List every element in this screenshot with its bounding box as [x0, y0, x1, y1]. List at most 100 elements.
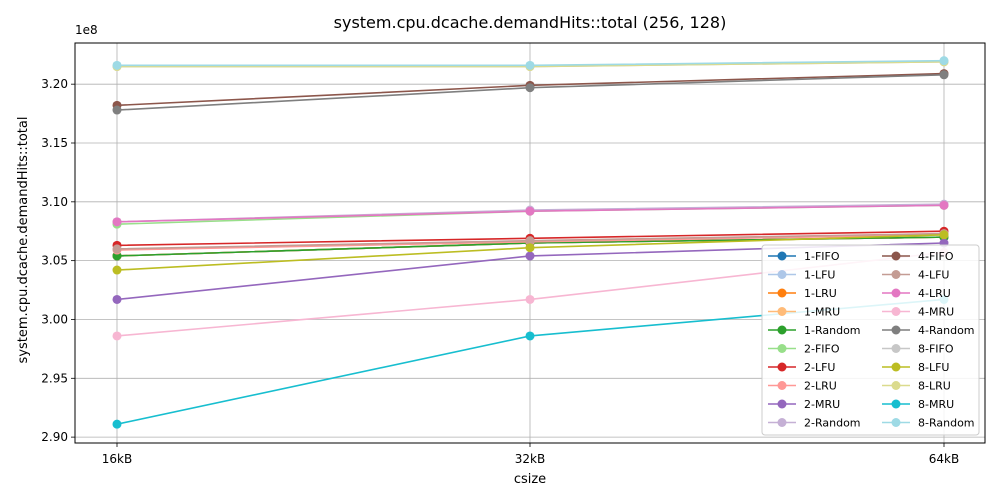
- legend-marker: [891, 270, 901, 279]
- legend-item: 1-Random: [768, 324, 861, 337]
- legend-label: 1-MRU: [804, 306, 840, 319]
- data-point: [525, 83, 535, 93]
- data-point: [112, 265, 122, 275]
- legend-label: 1-LRU: [804, 287, 837, 300]
- legend-box: [761, 244, 980, 436]
- data-point: [525, 294, 535, 304]
- y-axis-label: system.cpu.dcache.demandHits::total: [16, 117, 31, 364]
- data-point: [525, 236, 535, 246]
- legend-item: 2-FIFO: [768, 343, 840, 356]
- data-point: [112, 244, 122, 254]
- legend-item: 2-MRU: [768, 398, 840, 411]
- x-axis-label: csize: [514, 472, 546, 487]
- data-point: [112, 60, 122, 70]
- legend-label: 2-FIFO: [804, 343, 840, 356]
- legend-item: 1-MRU: [768, 306, 840, 319]
- data-point: [112, 331, 122, 341]
- legend-marker: [777, 362, 787, 372]
- x-tick-label: 64kB: [929, 452, 959, 466]
- data-point: [112, 217, 122, 227]
- data-point: [939, 200, 949, 210]
- legend-marker: [891, 325, 901, 335]
- legend-label: 4-LRU: [918, 287, 951, 300]
- legend-marker: [891, 418, 901, 427]
- legend-marker: [777, 288, 787, 298]
- chart-title: system.cpu.dcache.demandHits::total (256…: [334, 13, 727, 32]
- legend-item: 2-Random: [768, 417, 861, 430]
- legend-marker: [891, 288, 901, 298]
- data-point: [112, 294, 122, 304]
- legend-marker: [777, 381, 787, 390]
- legend-marker: [777, 270, 787, 279]
- legend-marker: [777, 307, 787, 316]
- legend-item: 1-FIFO: [768, 250, 840, 263]
- legend-item: 2-LRU: [768, 380, 837, 393]
- data-point: [939, 70, 949, 80]
- legend: 1-FIFO 1-LFU 1-LRU 1-MRU 1-Random 2-FIFO 2-LFU…: [761, 244, 980, 436]
- series-4-random: [112, 70, 949, 115]
- data-point: [525, 206, 535, 216]
- series-8-lfu: [112, 230, 949, 275]
- legend-marker: [777, 251, 787, 261]
- legend-item: 4-FIFO: [882, 250, 954, 263]
- data-point: [525, 60, 535, 70]
- data-point: [939, 230, 949, 240]
- legend-item: 4-LFU: [882, 269, 949, 282]
- legend-marker: [777, 344, 787, 353]
- y-tick-label: 3.20: [41, 77, 68, 91]
- x-tick-label: 16kB: [102, 452, 132, 466]
- data-point: [525, 251, 535, 261]
- legend-marker: [777, 418, 787, 427]
- legend-item: 8-FIFO: [882, 343, 954, 356]
- data-point: [939, 56, 949, 66]
- data-point: [525, 331, 535, 341]
- legend-marker: [891, 362, 901, 372]
- legend-label: 2-MRU: [804, 398, 840, 411]
- legend-label: 2-LFU: [804, 361, 835, 374]
- legend-item: 4-LRU: [882, 287, 951, 300]
- grid: [75, 43, 985, 443]
- legend-label: 1-FIFO: [804, 250, 840, 263]
- legend-label: 8-Random: [918, 417, 975, 430]
- legend-item: 1-LRU: [768, 287, 837, 300]
- legend-marker: [891, 399, 901, 409]
- legend-label: 4-MRU: [918, 306, 954, 319]
- series-8-random: [112, 56, 949, 70]
- legend-item: 8-MRU: [882, 398, 954, 411]
- y-axis-scale-label: 1e8: [75, 23, 98, 37]
- legend-marker: [777, 325, 787, 335]
- legend-label: 8-LFU: [918, 361, 949, 374]
- y-tick-label: 3.05: [41, 254, 68, 268]
- legend-item: 1-LFU: [768, 269, 835, 282]
- y-tick-label: 3.15: [41, 136, 68, 150]
- data-point: [112, 105, 122, 115]
- legend-label: 8-MRU: [918, 398, 954, 411]
- y-tick-label: 2.90: [41, 430, 68, 444]
- legend-item: 8-LFU: [882, 361, 949, 374]
- legend-label: 4-Random: [918, 324, 975, 337]
- legend-label: 2-LRU: [804, 380, 837, 393]
- legend-label: 8-FIFO: [918, 343, 954, 356]
- legend-marker: [777, 399, 787, 409]
- legend-label: 1-LFU: [804, 269, 835, 282]
- legend-item: 8-LRU: [882, 380, 951, 393]
- legend-label: 8-LRU: [918, 380, 951, 393]
- legend-marker: [891, 344, 901, 353]
- series-4-lru: [112, 200, 949, 227]
- series-line: [116, 73, 945, 111]
- legend-label: 1-Random: [804, 324, 861, 337]
- legend-item: 4-Random: [882, 324, 975, 337]
- x-tick-label: 32kB: [515, 452, 545, 466]
- legend-item: 8-Random: [882, 417, 975, 430]
- x-axis-ticks: 16kB 32kB 64kB: [102, 443, 959, 466]
- y-tick-label: 3.10: [41, 195, 68, 209]
- y-axis-ticks: 2.90 2.95 3.00 3.05 3.10 3.15 3.20: [41, 77, 75, 444]
- y-tick-label: 3.00: [41, 312, 68, 326]
- legend-marker: [891, 307, 901, 316]
- legend-marker: [891, 251, 901, 261]
- legend-item: 2-LFU: [768, 361, 835, 374]
- data-point: [112, 419, 122, 429]
- legend-item: 4-MRU: [882, 306, 954, 319]
- data-point: [525, 243, 535, 253]
